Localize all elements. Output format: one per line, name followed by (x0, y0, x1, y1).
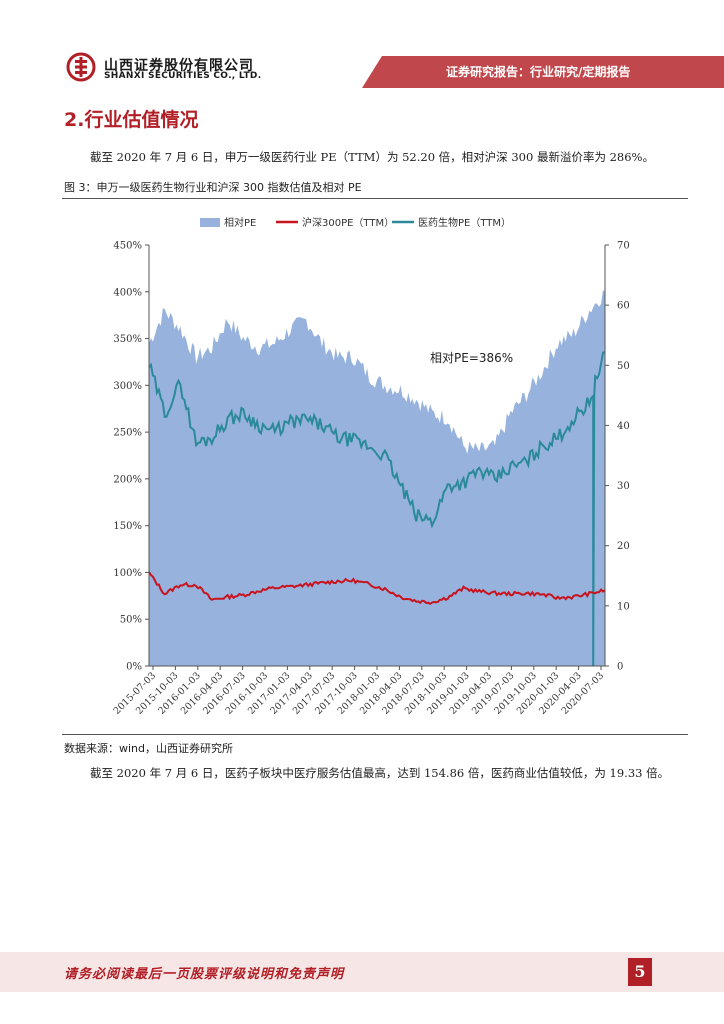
legend-label-pharma: 医药生物PE（TTM） (418, 216, 511, 229)
report-type-label: 证券研究报告：行业研究/定期报告 (446, 65, 631, 79)
plot-area: 0% 50% 100% 150% 200% 250% 300% 350% 400% 450% 0 10… (112, 241, 630, 717)
y-right-tick-label: 70 (617, 241, 630, 252)
chart-legend: 相对PE 沪深300PE（TTM） 医药生物PE（TTM） (200, 216, 511, 229)
y-left-tick-label: 100% (113, 568, 142, 579)
y-left-tick-label: 450% (113, 241, 142, 252)
figure-bottom-rule (62, 734, 688, 735)
y-right-tick-label: 50 (617, 361, 630, 372)
y-right-tick-label: 60 (617, 301, 630, 312)
y-right-tick-label: 20 (617, 541, 630, 552)
footer-disclaimer: 请务必阅读最后一页股票评级说明和免责声明 (64, 967, 345, 982)
y-left-tick-label: 350% (113, 334, 142, 345)
section-title: 2.行业估值情况 (64, 109, 199, 131)
y-left-tick-label: 400% (113, 287, 142, 298)
company-logo-icon (66, 52, 96, 82)
y-right-tick-label: 10 (617, 601, 630, 612)
legend-swatch-relative-pe (200, 218, 220, 227)
series-line-pharma-pe (148, 351, 606, 667)
company-name-en: SHANXI SECURITIES CO., LTD. (104, 71, 262, 81)
y-left-tick-label: 0% (126, 662, 142, 673)
paragraph-valuation-summary: 截至 2020 年 7 月 6 日，申万一级医药行业 PE（TTM）为 52.2… (90, 150, 654, 164)
figure-title: 图 3：申万一级医药生物行业和沪深 300 指数估值及相对 PE (64, 181, 362, 194)
valuation-chart: 相对PE 沪深300PE（TTM） 医药生物PE（TTM） 0% 50% 100% 1… (112, 216, 630, 717)
y-left-tick-label: 250% (113, 428, 142, 439)
legend-label-relative-pe: 相对PE (224, 216, 256, 229)
series-area-relative-pe (149, 290, 605, 666)
figure-top-rule (62, 198, 688, 199)
y-left-tick-label: 50% (120, 615, 142, 626)
y-right-tick-label: 40 (617, 421, 630, 432)
paragraph-subsector-valuation: 截至 2020 年 7 月 6 日，医药子板块中医疗服务估值最高，达到 154.… (90, 766, 670, 780)
figure-source: 数据来源：wind，山西证券研究所 (64, 742, 234, 755)
y-left-tick-label: 200% (113, 474, 142, 485)
footer-bar (0, 952, 724, 992)
chart-annotation: 相对PE=386% (430, 351, 513, 365)
series-line-hs300-pe (148, 571, 606, 605)
y-right-tick-label: 0 (617, 662, 623, 673)
page-number: 5 (628, 958, 652, 986)
report-type-banner (362, 56, 724, 88)
y-left-tick-label: 150% (113, 521, 142, 532)
page-header: 山西证券股份有限公司 SHANXI SECURITIES CO., LTD. 证… (0, 0, 724, 100)
y-right-tick-label: 30 (617, 481, 630, 492)
y-left-tick-label: 300% (113, 381, 142, 392)
legend-label-hs300: 沪深300PE（TTM） (302, 216, 394, 229)
company-name-cn: 山西证券股份有限公司 (104, 58, 254, 74)
